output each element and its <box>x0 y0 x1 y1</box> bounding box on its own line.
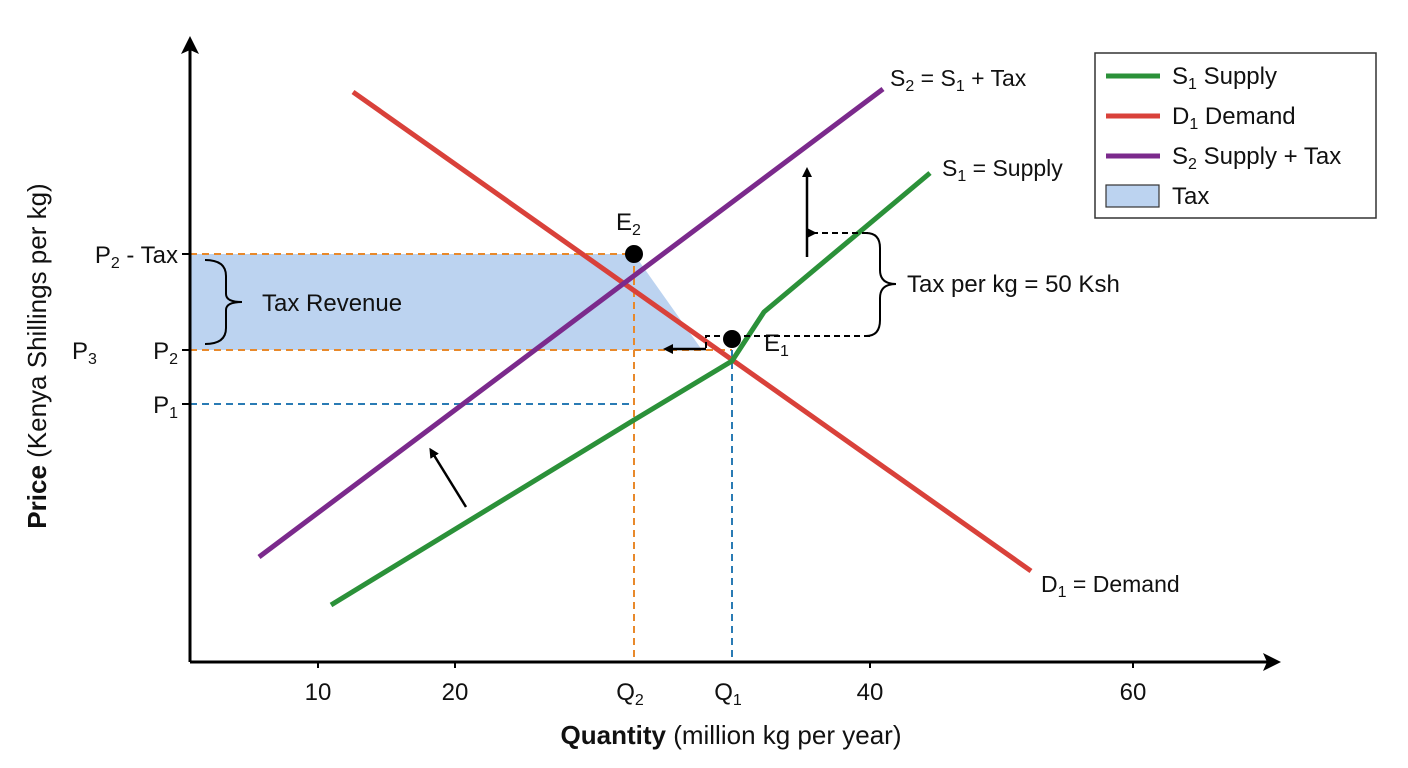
point-E1 <box>723 330 741 348</box>
point-label-E1: E1 <box>764 330 789 360</box>
y-axis-title-rest: (Kenya Shillings per kg) <box>22 183 52 458</box>
y-extra-label-p3: P3 <box>72 338 97 368</box>
series-line-demand <box>351 89 1033 574</box>
x-tick-label-60: 60 <box>1120 679 1147 706</box>
legend-entry-3: Tax <box>1172 183 1209 210</box>
annotations: Tax Revenue Tax per kg = 50 Ksh <box>204 167 1120 508</box>
curve-label-s2: S2 = S1 + Tax <box>890 65 1027 95</box>
shift-diagonal-arrow <box>429 447 468 508</box>
tax-revenue-brace <box>204 259 243 345</box>
y-level-labels: P2 - Tax P2 P1 P3 <box>72 242 190 422</box>
x-mark-label-Q1: Q1 <box>714 679 742 709</box>
legend-swatch-3 <box>1105 184 1160 208</box>
y-level-label-p2tax: P2 - Tax <box>95 242 178 272</box>
y-axis-title: Price (Kenya Shillings per kg) <box>22 183 52 528</box>
legend: S1 Supply D1 Demand S2 Supply + Tax Tax <box>1094 52 1377 219</box>
x-tick-label-40: 40 <box>857 679 884 706</box>
y-level-label-p1: P1 <box>153 392 178 422</box>
y-axis-title-bold: Price <box>22 465 52 529</box>
x-axis-title: Quantity (million kg per year) <box>561 720 902 750</box>
x-tick-labels: 10 20 40 60 Q2 Q1 <box>305 662 1147 709</box>
legend-entry-1: D1 Demand <box>1172 103 1296 133</box>
series-lines <box>257 87 1033 608</box>
series-line-supply_tax <box>257 87 885 559</box>
curve-labels: S2 = S1 + Tax S1 = Supply D1 = Demand <box>890 65 1180 601</box>
tax-revenue-area <box>190 254 634 350</box>
curve-label-d1: D1 = Demand <box>1041 571 1180 601</box>
tax-per-kg-label: Tax per kg = 50 Ksh <box>907 271 1120 298</box>
x-axis-title-bold: Quantity <box>561 720 667 750</box>
series-line-supply <box>329 171 932 608</box>
point-label-E2: E2 <box>616 209 641 239</box>
tax-revenue-label: Tax Revenue <box>262 290 402 317</box>
y-level-label-p2: P2 <box>153 338 178 368</box>
x-mark-label-Q2: Q2 <box>616 679 644 709</box>
x-tick-label-20: 20 <box>442 679 469 706</box>
x-tick-label-10: 10 <box>305 679 332 706</box>
tax-per-kg-brace <box>865 232 897 337</box>
guide-lines <box>190 253 733 662</box>
x-axis-title-rest: (million kg per year) <box>673 720 901 750</box>
legend-entry-0: S1 Supply <box>1172 63 1277 93</box>
curve-label-s1: S1 = Supply <box>942 155 1063 185</box>
legend-entry-2: S2 Supply + Tax <box>1172 143 1341 173</box>
point-E2 <box>625 245 643 263</box>
